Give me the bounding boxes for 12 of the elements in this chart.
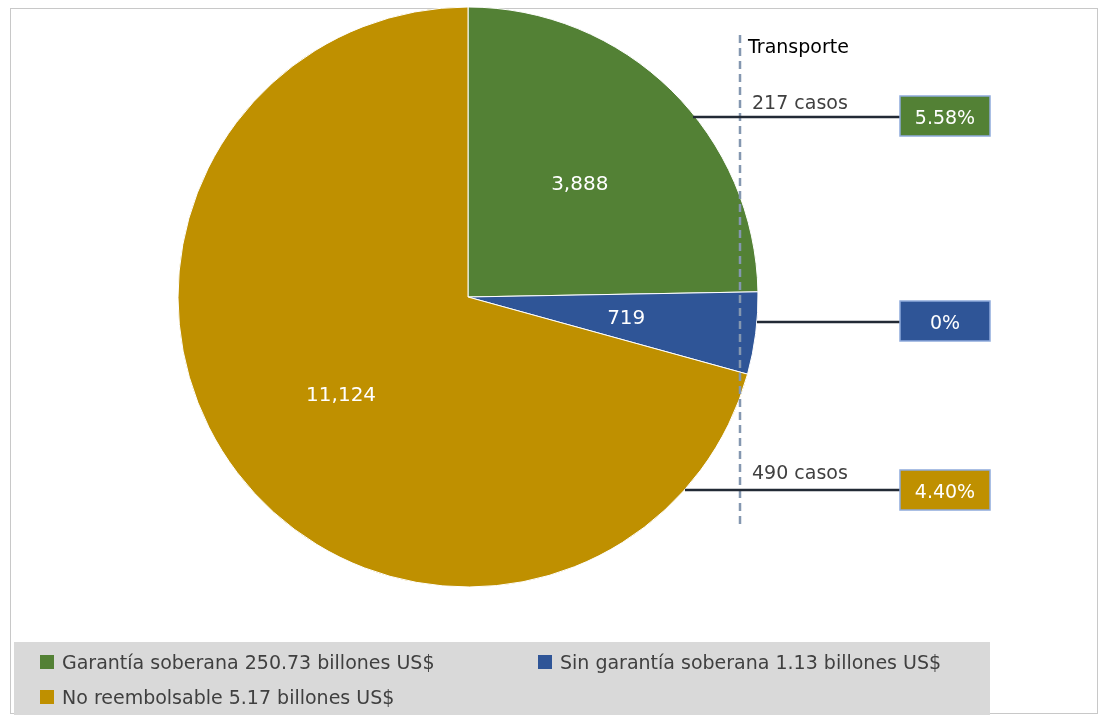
text: 0% (929, 311, 961, 333)
legend-label: Garantía soberana 250.73 billones US$ (62, 651, 435, 673)
text: 5.58% (914, 106, 976, 128)
text: 4.40% (914, 480, 976, 502)
data-label: 3,888 (551, 171, 609, 196)
legend-label: Sin garantía soberana 1.13 billones US$ (560, 651, 942, 673)
legend-label: No reembolsable 5.17 billones US$ (62, 686, 395, 708)
data-label: 719 (607, 305, 646, 329)
text: Transporte (747, 35, 849, 57)
text: 217 casos (752, 91, 848, 113)
text: 490 casos (752, 461, 848, 483)
data-label: 11,124 (306, 381, 377, 406)
